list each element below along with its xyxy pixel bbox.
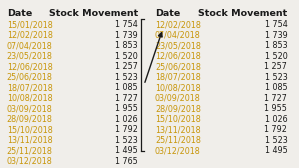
Text: 12/06/2018: 12/06/2018 [7,62,52,71]
Text: 12/02/2018: 12/02/2018 [155,20,201,29]
Text: 07/04/2018: 07/04/2018 [7,41,52,50]
Text: 1 739: 1 739 [115,31,138,40]
Text: 03/09/2018: 03/09/2018 [155,94,201,103]
Text: 1 853: 1 853 [265,41,287,50]
Text: 1 754: 1 754 [265,20,287,29]
Text: 1 523: 1 523 [265,136,287,145]
Text: 1 727: 1 727 [265,94,287,103]
Text: 15/10/2018: 15/10/2018 [7,125,52,134]
Text: 12/02/2018: 12/02/2018 [7,31,53,40]
Text: 1 765: 1 765 [115,157,138,166]
Text: 07/04/2018: 07/04/2018 [155,31,201,40]
Text: 18/07/2018: 18/07/2018 [7,83,52,92]
Text: 25/11/2018: 25/11/2018 [7,146,53,155]
Text: Stock Movement: Stock Movement [49,9,138,18]
Text: 1 727: 1 727 [115,94,138,103]
Text: 1 523: 1 523 [115,73,138,82]
Text: 1 739: 1 739 [265,31,287,40]
Text: 25/11/2018: 25/11/2018 [155,136,201,145]
Text: 1 085: 1 085 [115,83,138,92]
Text: 1 026: 1 026 [115,115,138,124]
Text: 1 792: 1 792 [265,125,287,134]
Text: 28/09/2018: 28/09/2018 [155,104,201,113]
Text: 1 955: 1 955 [115,104,138,113]
Text: 10/08/2018: 10/08/2018 [7,94,52,103]
Text: 23/05/2018: 23/05/2018 [155,41,201,50]
Text: 1 754: 1 754 [115,20,138,29]
Text: 03/12/2018: 03/12/2018 [7,157,52,166]
Text: 03/09/2018: 03/09/2018 [7,104,52,113]
Text: Date: Date [155,9,180,18]
Text: 1 257: 1 257 [115,62,138,71]
Text: 28/09/2018: 28/09/2018 [7,115,53,124]
Text: 1 955: 1 955 [265,104,287,113]
Text: 03/12/2018: 03/12/2018 [155,146,201,155]
Text: 1 085: 1 085 [265,83,287,92]
Text: 15/01/2018: 15/01/2018 [7,20,52,29]
Text: Date: Date [7,9,32,18]
Text: 25/06/2018: 25/06/2018 [155,62,201,71]
Text: 1 257: 1 257 [265,62,287,71]
Text: 1 026: 1 026 [265,115,287,124]
Text: 1 495: 1 495 [265,146,287,155]
Text: 1 523: 1 523 [115,136,138,145]
Text: 23/05/2018: 23/05/2018 [7,52,53,61]
Text: 18/07/2018: 18/07/2018 [155,73,201,82]
Text: 1 495: 1 495 [115,146,138,155]
Text: 15/10/2018: 15/10/2018 [155,115,201,124]
Text: 13/11/2018: 13/11/2018 [7,136,52,145]
Text: 1 523: 1 523 [265,73,287,82]
Text: 1 520: 1 520 [265,52,287,61]
Text: 1 853: 1 853 [115,41,138,50]
Text: Stock Movement: Stock Movement [198,9,287,18]
Text: 25/06/2018: 25/06/2018 [7,73,53,82]
Text: 12/06/2018: 12/06/2018 [155,52,201,61]
Text: 1 520: 1 520 [115,52,138,61]
Text: 10/08/2018: 10/08/2018 [155,83,201,92]
Text: 13/11/2018: 13/11/2018 [155,125,201,134]
Text: 1 792: 1 792 [115,125,138,134]
